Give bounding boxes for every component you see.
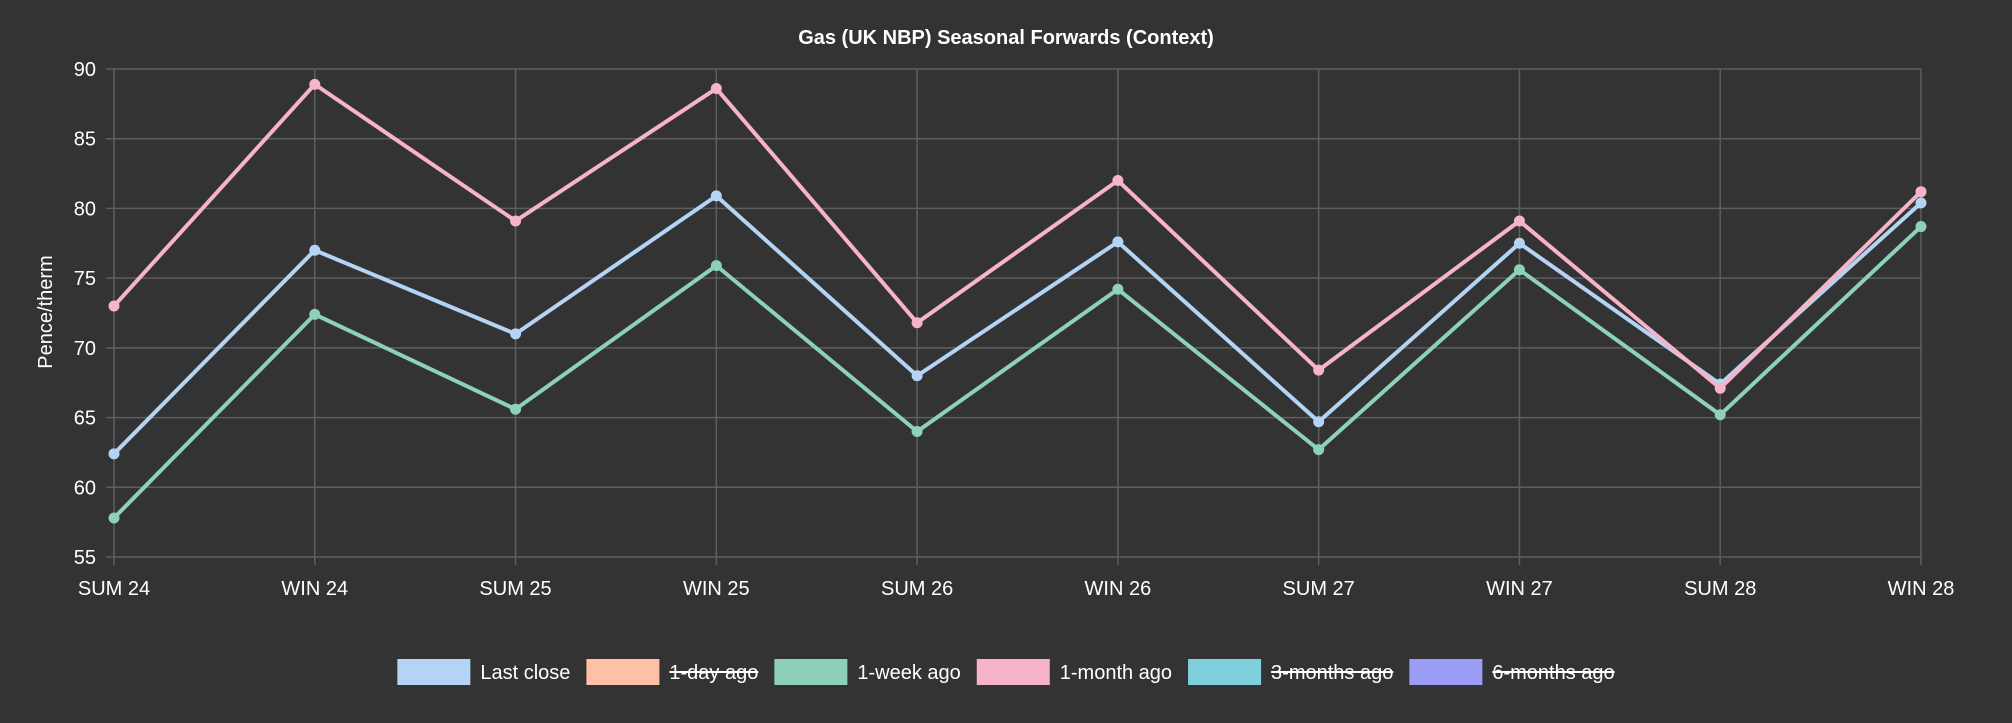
legend-item-3-months-ago[interactable]: 3-months ago xyxy=(1188,659,1393,685)
legend-swatch xyxy=(1188,659,1262,685)
data-point[interactable] xyxy=(1313,364,1325,376)
data-point[interactable] xyxy=(710,83,722,95)
legend-label: 1-week ago xyxy=(857,662,960,684)
data-point[interactable] xyxy=(710,190,722,202)
y-tick-label: 85 xyxy=(74,129,96,151)
data-point[interactable] xyxy=(1915,197,1927,209)
legend-swatch xyxy=(586,659,660,685)
y-tick-label: 70 xyxy=(74,338,96,360)
y-axis-ticks: 55 60 65 70 75 80 85 90 xyxy=(74,59,96,569)
data-point[interactable] xyxy=(309,308,321,320)
data-point[interactable] xyxy=(1513,215,1525,227)
data-point[interactable] xyxy=(1112,283,1124,295)
data-point[interactable] xyxy=(1714,382,1726,394)
legend-swatch xyxy=(397,659,471,685)
series-1-week-ago xyxy=(108,221,1927,524)
x-tick-label: WIN 26 xyxy=(1085,578,1152,600)
data-point[interactable] xyxy=(108,300,120,312)
data-point[interactable] xyxy=(108,448,120,460)
x-tick-label: SUM 25 xyxy=(479,578,551,600)
legend-item-1-week-ago[interactable]: 1-week ago xyxy=(774,659,961,685)
series-line xyxy=(112,81,1923,391)
legend[interactable]: Last close 1-day ago 1-week ago 1-month ago… xyxy=(397,659,1615,685)
x-tick-label: SUM 28 xyxy=(1684,578,1756,600)
data-point[interactable] xyxy=(911,426,923,438)
data-point[interactable] xyxy=(1714,409,1726,421)
data-point[interactable] xyxy=(1513,264,1525,276)
x-axis-ticks: SUM 24 WIN 24 SUM 25 WIN 25 SUM 26 WIN 26 SUM … xyxy=(78,578,1954,600)
legend-label: 1-month ago xyxy=(1060,662,1172,684)
legend-swatch xyxy=(976,659,1050,685)
data-point[interactable] xyxy=(1112,175,1124,187)
data-point[interactable] xyxy=(510,328,522,340)
series-line xyxy=(112,193,1923,456)
data-point[interactable] xyxy=(309,244,321,256)
x-tick-label: SUM 27 xyxy=(1283,578,1355,600)
y-axis-title: Pence/therm xyxy=(35,255,57,368)
x-tick-label: SUM 24 xyxy=(78,578,150,600)
y-tick-label: 55 xyxy=(74,547,96,569)
data-point[interactable] xyxy=(309,78,321,90)
series-lines xyxy=(108,78,1927,524)
data-point[interactable] xyxy=(1915,186,1927,198)
legend-swatch xyxy=(774,659,848,685)
data-point[interactable] xyxy=(1313,444,1325,456)
legend-label: Last close xyxy=(480,662,570,684)
data-point[interactable] xyxy=(510,403,522,415)
data-point[interactable] xyxy=(1112,236,1124,248)
legend-item-last-close[interactable]: Last close xyxy=(397,659,570,685)
data-point[interactable] xyxy=(710,260,722,272)
series-last-close xyxy=(108,190,1927,460)
data-point[interactable] xyxy=(510,215,522,227)
y-tick-label: 90 xyxy=(74,59,96,81)
x-tick-label: WIN 25 xyxy=(683,578,750,600)
chart-title: Gas (UK NBP) Seasonal Forwards (Context) xyxy=(798,27,1214,49)
x-tick-label: WIN 27 xyxy=(1486,578,1553,600)
grid-lines xyxy=(106,68,1922,565)
x-tick-label: WIN 28 xyxy=(1888,578,1955,600)
legend-item-1-month-ago[interactable]: 1-month ago xyxy=(976,659,1172,685)
legend-swatch xyxy=(1409,659,1483,685)
data-point[interactable] xyxy=(1313,416,1325,428)
data-point[interactable] xyxy=(108,512,120,524)
x-tick-label: SUM 26 xyxy=(881,578,953,600)
series-1-month-ago xyxy=(108,78,1927,394)
legend-item-1-day-ago[interactable]: 1-day ago xyxy=(586,659,758,685)
data-point[interactable] xyxy=(911,317,923,329)
series-line xyxy=(112,225,1923,520)
y-tick-label: 65 xyxy=(74,408,96,430)
y-tick-label: 75 xyxy=(74,268,96,290)
x-tick-label: WIN 24 xyxy=(281,578,348,600)
y-tick-label: 60 xyxy=(74,477,96,499)
y-tick-label: 80 xyxy=(74,198,96,220)
data-point[interactable] xyxy=(1513,237,1525,249)
data-point[interactable] xyxy=(911,370,923,382)
legend-item-6-months-ago[interactable]: 6-months ago xyxy=(1409,659,1615,685)
data-point[interactable] xyxy=(1915,221,1927,233)
